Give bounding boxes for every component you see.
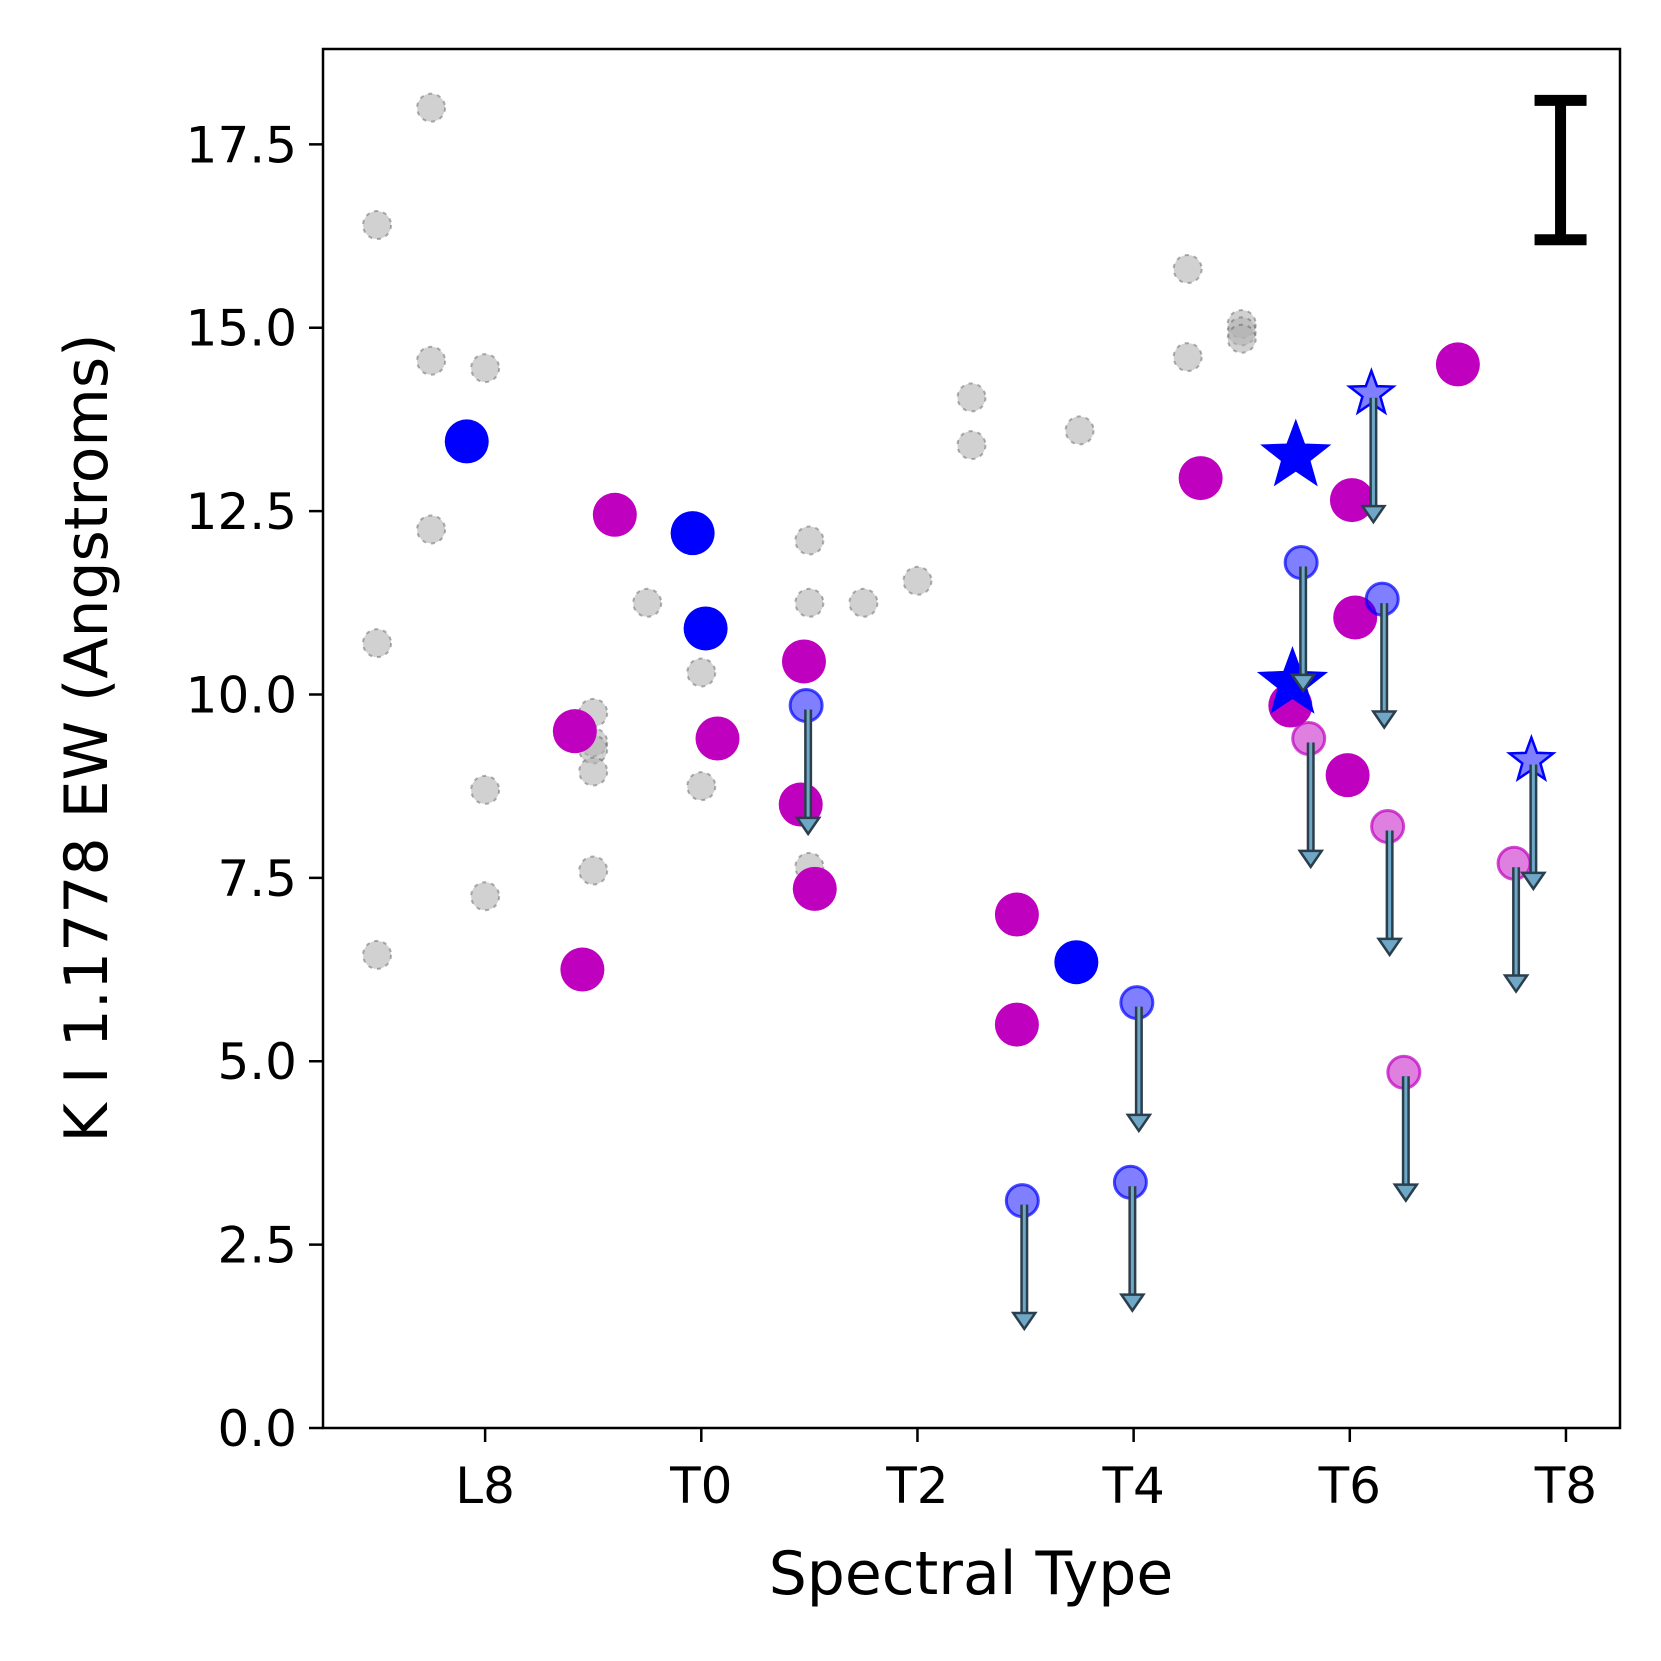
comparison-point [1172,342,1203,373]
data-point [552,709,597,754]
data-point [1435,342,1480,387]
y-tick-label: 15.0 [186,300,297,358]
x-tick-label: L8 [455,1457,515,1515]
comparison-point [578,855,609,886]
upper-limit-arrowhead [1119,1293,1146,1313]
x-tick-label: T6 [1318,1457,1381,1515]
y-tick-label: 17.5 [186,116,297,174]
comparison-point [632,587,663,618]
data-point [994,892,1039,937]
upper-limit-arrowhead [1010,1311,1038,1332]
comparison-point [1226,323,1257,354]
y-axis-label: K I 1.1778 EW (Angstroms) [52,333,122,1142]
y-tick-label: 0.0 [217,1400,297,1458]
upper-limit-arrows [794,397,1547,1332]
x-tick-label: T2 [885,1457,948,1515]
y-tick-label: 10.0 [186,666,297,724]
star-point [1256,646,1329,714]
comparison-point [416,514,447,545]
data-point [695,716,740,761]
typical-error-bar [1534,94,1587,246]
plot-background [323,49,1620,1428]
comparison-point [794,587,825,618]
comparison-point [686,771,717,802]
comparison-point [362,210,393,241]
data-point [1333,595,1378,640]
comparison-point [416,345,447,376]
plot-frame [321,47,1622,1430]
comparison-point [1064,415,1095,446]
data-point [670,511,715,556]
comparison-point [1172,254,1203,285]
comparison-point [848,587,879,618]
data-point [592,492,637,537]
comparison-point [416,92,447,123]
star-point [1260,418,1332,487]
data-point [1325,753,1370,798]
upper-limit-arrowhead [1502,974,1530,994]
data-point [560,947,605,992]
y-tick-label: 12.5 [186,483,297,541]
comparison-point [470,881,501,912]
x-tick-label: T4 [1101,1457,1164,1515]
x-axis-label: Spectral Type [769,1539,1174,1609]
comparison-point [362,628,393,659]
data-point [994,1002,1039,1047]
comparison-point [794,525,825,556]
data-point [781,639,826,684]
y-tick-label: 2.5 [217,1217,297,1275]
comparison-point [902,565,933,596]
upper-limit-arrowhead [1125,1113,1153,1134]
axes: L8 T0 T2 T4 T6 T8 0.0 2.5 5.0 7.5 10.0 12.5 15.0 17.5 [186,47,1622,1515]
upper-limit-arrowhead [1370,710,1398,730]
data-point [444,419,489,464]
y-tick-label: 7.5 [217,850,297,908]
comparison-point [470,774,501,805]
comparison-point [362,939,393,970]
upper-limit-arrowhead [1392,1183,1420,1203]
upper-limit-arrowhead [1376,937,1403,958]
y-tick-label: 5.0 [217,1033,297,1091]
data-point [792,866,837,911]
comparison-point [686,657,717,688]
comparison-point [470,353,501,384]
comparison-point [956,430,987,461]
upper-limit-arrowhead [1360,504,1387,525]
data-point [1178,456,1223,501]
upper-limit-arrowhead [1289,673,1317,694]
data-point [1054,940,1099,985]
upper-limit-arrowhead [1297,849,1325,870]
comparison-point [578,756,609,787]
upper-limit-arrowhead [794,816,822,837]
x-tick-label: T0 [669,1457,732,1515]
upper-limit-arrowhead [1519,871,1547,892]
data-point [1329,478,1374,523]
x-tick-label: T8 [1534,1457,1597,1515]
data-point [683,606,728,651]
comparison-point [956,382,987,413]
